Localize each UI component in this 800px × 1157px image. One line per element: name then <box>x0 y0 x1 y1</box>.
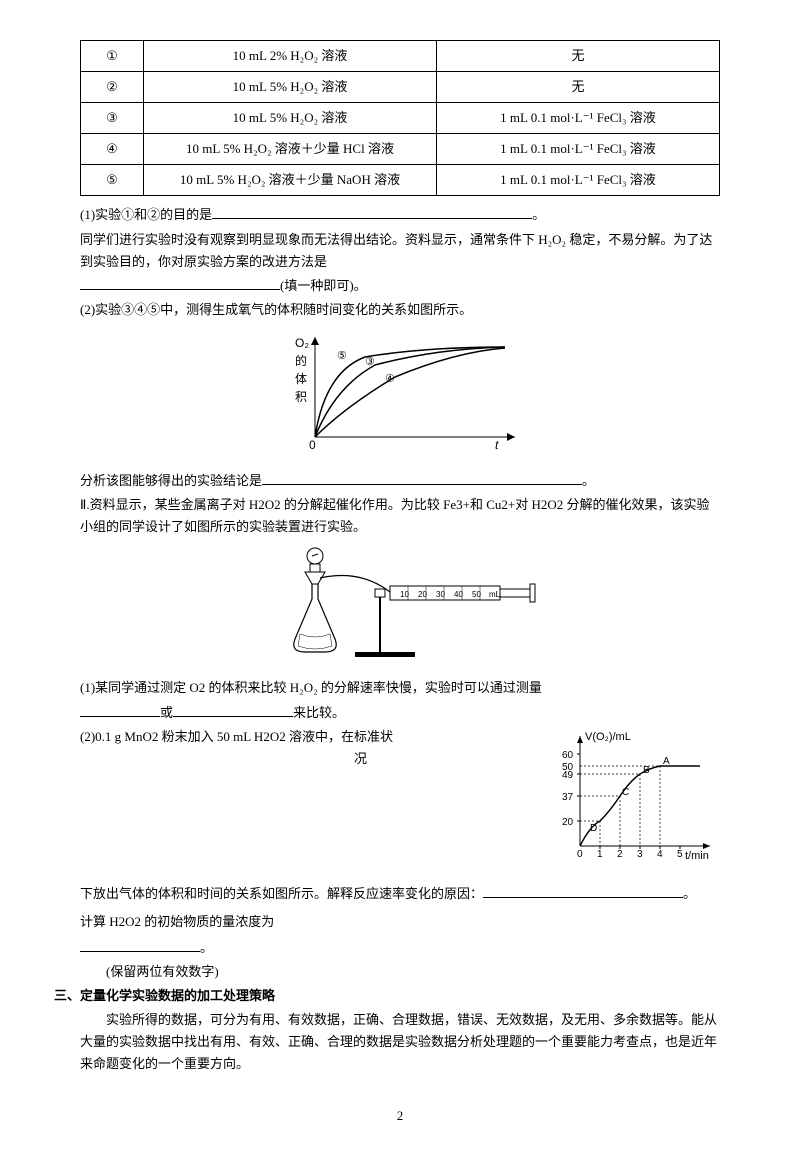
s2q2-text-b: 下放出气体的体积和时间的关系如图所示。解释反应速率变化的原因： <box>80 886 483 901</box>
cell-c3: 无 <box>437 41 720 72</box>
cell-c2: 10 mL 5% H₂O₂ 溶液＋少量 NaOH 溶液 <box>144 165 437 196</box>
figure-apparatus: 10 20 30 40 50 mL <box>80 544 720 671</box>
curve-label: ④ <box>385 373 395 385</box>
s2-question-1-blanks: 或 来比较。 <box>80 702 720 724</box>
s2-question-2c: 计算 H2O2 的初始物质的量浓度为 <box>80 911 720 933</box>
cell-num: ① <box>81 41 144 72</box>
cell-c3: 1 mL 0.1 mol·L⁻¹ FeCl₃ 溶液 <box>437 103 720 134</box>
s2q1-tail: 来比较。 <box>293 705 345 720</box>
table-row: ④ 10 mL 5% H₂O₂ 溶液＋少量 HCl 溶液 1 mL 0.1 mo… <box>81 134 720 165</box>
cell-c2: 10 mL 5% H₂O₂ 溶液 <box>144 72 437 103</box>
s2q2-text-a-end: 况 <box>354 748 367 770</box>
s2-question-2b: 下放出气体的体积和时间的关系如图所示。解释反应速率变化的原因：。 <box>80 879 720 909</box>
ylabel: 积 <box>295 390 307 404</box>
question-1: (1)实验①和②的目的是。 <box>80 204 720 226</box>
blank-fill <box>173 703 293 717</box>
ylabel: 体 <box>295 372 307 386</box>
blank-fill <box>212 205 532 219</box>
figure-placeholder-keep <box>550 759 720 859</box>
cell-num: ⑤ <box>81 165 144 196</box>
ylabel: V(O₂)/mL <box>585 731 631 743</box>
table-row: ⑤ 10 mL 5% H₂O₂ 溶液＋少量 NaOH 溶液 1 mL 0.1 m… <box>81 165 720 196</box>
or-text: 或 <box>160 705 173 720</box>
cell-c2: 10 mL 5% H₂O₂ 溶液 <box>144 103 437 134</box>
q1-blank-line: (填一种即可)。 <box>80 275 720 297</box>
blank-fill <box>483 884 683 898</box>
cell-num: ③ <box>81 103 144 134</box>
curve-label: ⑤ <box>337 350 347 362</box>
scale: 20 <box>418 590 427 599</box>
blank-fill <box>80 938 200 952</box>
question-2: (2)实验③④⑤中，测得生成氧气的体积随时间变化的关系如图所示。 <box>80 299 720 321</box>
scale: 50 <box>472 590 481 599</box>
origin-label: 0 <box>309 438 316 452</box>
cell-c3: 1 mL 0.1 mol·L⁻¹ FeCl₃ 溶液 <box>437 134 720 165</box>
q1-tail: (填一种即可)。 <box>280 278 367 293</box>
cell-c3: 1 mL 0.1 mol·L⁻¹ FeCl₃ 溶液 <box>437 165 720 196</box>
q1-label: (1)实验①和②的目的是 <box>80 207 212 222</box>
blank-fill <box>80 703 160 717</box>
scale: 40 <box>454 590 463 599</box>
q1-text: 同学们进行实验时没有观察到明显现象而无法得出结论。资料显示，通常条件下 H₂O₂… <box>80 229 720 273</box>
cell-num: ④ <box>81 134 144 165</box>
s2q2-text-a: (2)0.1 g MnO2 粉末加入 50 mL H2O2 溶液中，在标准状 <box>80 729 393 744</box>
q2-text: 分析该图能够得出的实验结论是 <box>80 473 262 488</box>
q2-conclusion: 分析该图能够得出的实验结论是。 <box>80 470 720 492</box>
blank-fill <box>80 276 280 290</box>
blank-fill <box>262 471 582 485</box>
ylabel: O₂ <box>295 336 309 350</box>
figure-o2-time: O₂ 的 体 积 0 t ⑤ ③ ④ <box>80 327 720 464</box>
scale-unit: mL <box>489 590 501 599</box>
curve-label: ③ <box>365 356 375 368</box>
s2-question-2-blank: 。 <box>80 937 720 959</box>
s2-question-2-note: (保留两位有效数字) <box>80 961 720 983</box>
s2q1-text: (1)某同学通过测定 O2 的体积来比较 H₂O₂ 的分解速率快慢，实验时可以通… <box>80 680 542 695</box>
cell-c3: 无 <box>437 72 720 103</box>
experiment-table: ① 10 mL 2% H₂O₂ 溶液 无 ② 10 mL 5% H₂O₂ 溶液 … <box>80 40 720 196</box>
scale: 10 <box>400 590 409 599</box>
xlabel: t <box>495 438 499 452</box>
section-2-text: Ⅱ.资料显示，某些金属离子对 H2O2 的分解起催化作用。为比较 Fe3+和 C… <box>80 494 720 538</box>
section-3-text: 实验所得的数据，可分为有用、有效数据，正确、合理数据，错误、无效数据，及无用、多… <box>80 1009 720 1075</box>
cell-c2: 10 mL 2% H₂O₂ 溶液 <box>144 41 437 72</box>
cell-num: ② <box>81 72 144 103</box>
table-row: ③ 10 mL 5% H₂O₂ 溶液 1 mL 0.1 mol·L⁻¹ FeCl… <box>81 103 720 134</box>
ylabel: 的 <box>295 353 307 368</box>
scale: 30 <box>436 590 445 599</box>
table-row: ① 10 mL 2% H₂O₂ 溶液 无 <box>81 41 720 72</box>
page-number: 2 <box>80 1105 720 1127</box>
section-3-title: 三、定量化学实验数据的加工处理策略 <box>54 985 720 1007</box>
cell-c2: 10 mL 5% H₂O₂ 溶液＋少量 HCl 溶液 <box>144 134 437 165</box>
table-row: ② 10 mL 5% H₂O₂ 溶液 无 <box>81 72 720 103</box>
s2-question-1: (1)某同学通过测定 O2 的体积来比较 H₂O₂ 的分解速率快慢，实验时可以通… <box>80 677 720 699</box>
